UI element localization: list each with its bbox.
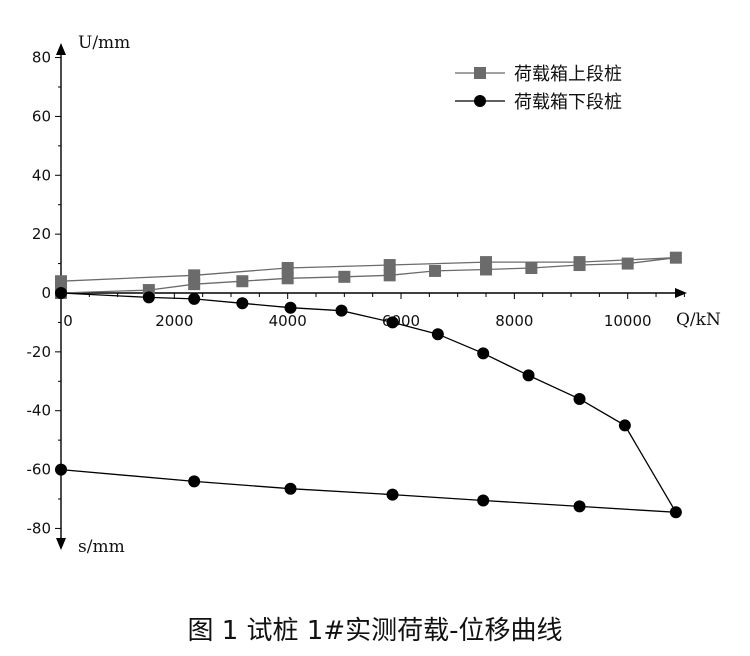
y-axis-arrow-top — [56, 43, 66, 55]
data-point-lower-pile — [55, 287, 67, 299]
y-axis-title-bottom: s/mm — [78, 537, 125, 557]
data-point-upper-pile — [188, 269, 201, 282]
y-tick-label: 40 — [32, 166, 51, 184]
data-point-upper-pile — [573, 256, 586, 269]
data-point-upper-pile — [55, 275, 67, 288]
data-point-upper-pile — [338, 270, 351, 283]
data-point-lower-pile — [55, 463, 67, 476]
y-axis-title-top: U/mm — [78, 33, 130, 53]
x-tick-label: 2000 — [155, 312, 193, 330]
data-point-lower-pile — [386, 316, 399, 329]
data-point-lower-pile — [477, 494, 490, 507]
x-tick-label: 4000 — [269, 312, 307, 330]
legend: 荷载箱上段桩 荷载箱下段桩 — [455, 64, 622, 113]
data-point-upper-pile — [621, 257, 634, 270]
data-point-upper-pile — [480, 256, 493, 269]
data-point-lower-pile — [573, 500, 586, 513]
data-point-lower-pile — [477, 347, 490, 360]
legend-label-upper-pile: 荷载箱上段桩 — [514, 64, 622, 85]
legend-swatch-circle-lower — [474, 95, 486, 107]
data-point-lower-pile — [284, 482, 297, 495]
data-point-lower-pile — [142, 291, 155, 304]
data-point-lower-pile — [188, 292, 201, 305]
data-point-lower-pile — [188, 475, 201, 488]
y-tick-label: 60 — [32, 107, 51, 125]
legend-label-lower-pile: 荷载箱下段桩 — [514, 92, 622, 113]
data-point-upper-pile — [383, 259, 396, 272]
figure-caption: 图 1 试桩 1#实测荷载-位移曲线 — [187, 616, 563, 646]
data-point-lower-pile — [522, 369, 535, 382]
data-point-lower-pile — [669, 506, 682, 519]
data-point-upper-pile — [281, 272, 294, 285]
x-axis-title: Q/kN — [676, 310, 721, 330]
data-point-lower-pile — [386, 488, 399, 501]
y-axis-arrow-bottom — [56, 538, 66, 550]
x-tick-label: 0 — [63, 312, 73, 330]
data-point-upper-pile — [669, 251, 682, 264]
y-tick-label: -40 — [27, 402, 52, 420]
data-point-lower-pile — [236, 297, 249, 310]
data-point-upper-pile — [525, 261, 538, 274]
y-tick-label: 80 — [32, 49, 51, 67]
data-point-upper-pile — [236, 275, 249, 288]
y-tick-label: -60 — [27, 461, 52, 479]
data-point-lower-pile — [573, 392, 586, 405]
legend-swatch-square-upper — [474, 67, 486, 79]
y-tick-label: 20 — [32, 225, 51, 243]
y-tick-label: -20 — [27, 343, 52, 361]
data-point-lower-pile — [284, 301, 297, 314]
x-tick-label: 10000 — [604, 312, 652, 330]
x-axis-arrow — [675, 288, 687, 298]
data-point-lower-pile — [431, 328, 444, 341]
series-layer — [55, 251, 682, 519]
data-point-upper-pile — [383, 269, 396, 282]
data-point-upper-pile — [429, 264, 442, 277]
data-point-lower-pile — [335, 304, 348, 317]
data-point-upper-pile — [281, 261, 294, 274]
y-tick-label: -80 — [27, 519, 52, 537]
y-tick-label: 0 — [41, 284, 51, 302]
data-point-lower-pile — [618, 419, 631, 432]
x-tick-label: 8000 — [495, 312, 533, 330]
